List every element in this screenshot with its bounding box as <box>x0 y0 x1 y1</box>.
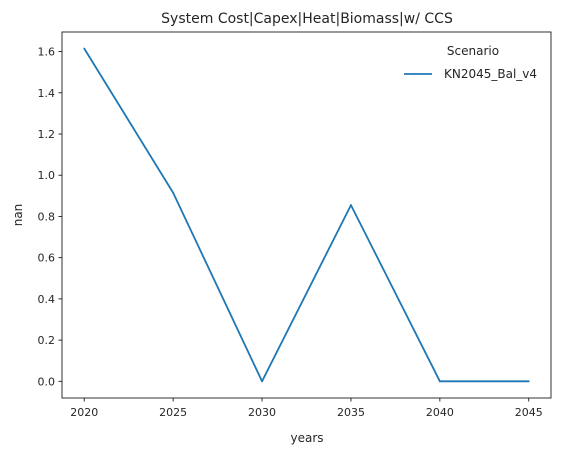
y-tick-label: 1.4 <box>38 87 56 100</box>
plot-frame <box>61 31 552 399</box>
data-point <box>438 380 441 383</box>
x-tick-label: 2045 <box>515 406 543 419</box>
y-tick-label: 0.2 <box>38 334 56 347</box>
x-axis-label: years <box>290 431 323 445</box>
y-tick-label: 0.6 <box>38 252 56 265</box>
x-tick-label: 2035 <box>337 406 365 419</box>
y-tick-label: 1.0 <box>38 169 56 182</box>
y-tick-label: 1.6 <box>38 46 56 59</box>
legend-title: Scenario <box>447 44 499 58</box>
y-axis: 0.0 0.2 0.4 0.6 0.8 1.0 1.2 1.4 1.6 <box>38 46 62 388</box>
data-point <box>350 204 352 207</box>
data-point <box>261 380 263 383</box>
plot-area <box>61 31 552 399</box>
y-tick-label: 0.4 <box>38 293 56 306</box>
y-tick-label: 1.2 <box>38 128 56 141</box>
data-point <box>83 47 86 50</box>
data-point <box>172 191 175 194</box>
x-tick-label: 2030 <box>248 406 276 419</box>
legend: Scenario KN2045_Bal_v4 <box>404 44 537 81</box>
data-point <box>527 380 530 383</box>
x-tick-label: 2025 <box>159 406 187 419</box>
x-axis: 2020 2025 2030 2035 2040 2045 <box>70 398 543 419</box>
y-tick-label: 0.0 <box>38 375 56 388</box>
x-tick-label: 2040 <box>426 406 454 419</box>
chart-title: System Cost|Capex|Heat|Biomass|w/ CCS <box>161 11 453 27</box>
legend-entry-label: KN2045_Bal_v4 <box>444 67 537 81</box>
series-line <box>83 48 529 383</box>
series-group <box>83 47 530 383</box>
y-tick-label: 0.8 <box>38 210 56 223</box>
x-tick-label: 2020 <box>70 406 98 419</box>
y-axis-label: nan <box>11 204 25 227</box>
